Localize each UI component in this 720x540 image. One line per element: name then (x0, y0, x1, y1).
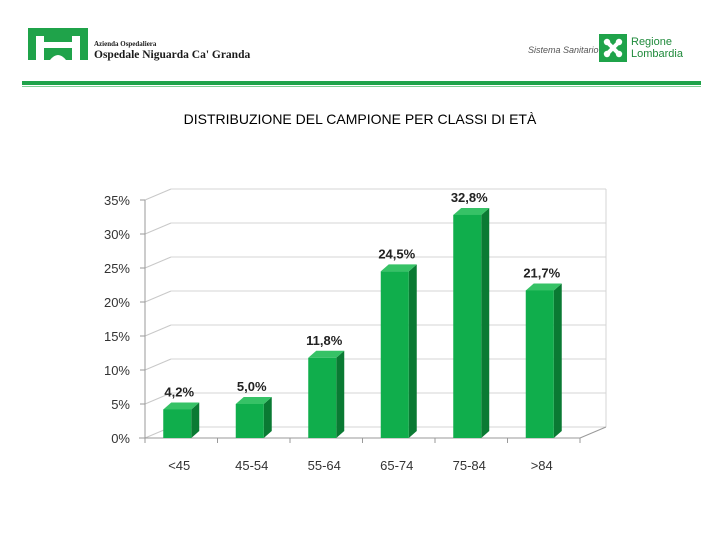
bar->84 (525, 283, 562, 438)
slide-title: DISTRIBUZIONE DEL CAMPIONE PER CLASSI DI… (183, 111, 537, 127)
bar-side (336, 350, 345, 438)
bar-side (263, 397, 272, 438)
data-label: 21,7% (523, 265, 560, 280)
bar-side (553, 283, 562, 438)
bar-side (481, 207, 490, 438)
x-tick-label: 75-84 (453, 458, 486, 473)
bar-side (191, 402, 200, 438)
hospital-logo-icon (28, 28, 88, 60)
gridline-diagonal (144, 358, 172, 371)
slide-header: Azienda Ospedaliera Ospedale Niguarda Ca… (0, 0, 720, 90)
bar-55-64 (308, 350, 345, 438)
header-divider-thin (22, 86, 701, 87)
bar-top (380, 264, 417, 272)
regione-lombardia-logo-icon (599, 34, 627, 62)
bar-top (308, 350, 345, 358)
bar (525, 290, 554, 438)
gridline-diagonal (144, 256, 172, 269)
age-distribution-chart: 0% 5% 10% 15% 20% 25% 30% 35% 4,2% <45 5,0% 45-54 11… (104, 188, 607, 473)
bar-65-74 (380, 264, 417, 438)
bar (308, 357, 337, 438)
x-tick-label: 65-74 (380, 458, 413, 473)
y-tick-label: 5% (111, 397, 130, 412)
hospital-name-block: Azienda Ospedaliera Ospedale Niguarda Ca… (94, 40, 250, 62)
chart-bars (163, 207, 562, 438)
chart-axes (139, 199, 607, 443)
bar-top (525, 283, 562, 291)
data-label: 5,0% (237, 379, 267, 394)
gridline-diagonal (144, 222, 172, 235)
hospital-subtitle: Azienda Ospedaliera (94, 40, 157, 48)
y-tick-label: 0% (111, 431, 130, 446)
chart-labels: 0% 5% 10% 15% 20% 25% 30% 35% 4,2% <45 5,0% 45-54 11… (104, 190, 561, 473)
floor-edge (579, 426, 607, 439)
data-label: 11,8% (306, 333, 343, 348)
bar-45-54 (235, 397, 272, 438)
gridline-diagonal (144, 392, 172, 405)
gridline-diagonal (144, 290, 172, 303)
bar-side (408, 264, 417, 438)
region-line-2: Lombardia (631, 48, 683, 60)
x-tick-label: <45 (168, 458, 190, 473)
y-tick-label: 25% (104, 261, 130, 276)
y-tick-label: 30% (104, 227, 130, 242)
y-tick-label: 15% (104, 329, 130, 344)
sistema-sanitario-label: Sistema Sanitario (528, 45, 599, 55)
hospital-name: Ospedale Niguarda Ca' Granda (94, 49, 251, 61)
bar (380, 271, 409, 438)
bar-top (235, 397, 272, 404)
bar (453, 214, 482, 438)
bar (163, 409, 192, 438)
bar-<45 (163, 402, 200, 438)
x-tick-label: 55-64 (308, 458, 341, 473)
gridline-diagonal (144, 324, 172, 337)
bar-75-84 (453, 207, 490, 438)
region-line-1: Regione (631, 36, 672, 48)
data-label: 32,8% (451, 190, 488, 205)
data-label: 24,5% (378, 246, 415, 261)
gridline-diagonal (144, 188, 172, 201)
bar-top (453, 207, 490, 215)
header-divider (22, 81, 701, 85)
data-label: 4,2% (164, 384, 194, 399)
x-tick-label: >84 (531, 458, 553, 473)
x-tick-label: 45-54 (235, 458, 268, 473)
y-tick-label: 20% (104, 295, 130, 310)
bar-top (163, 402, 200, 410)
regione-lombardia-text: Regione Lombardia (631, 36, 683, 60)
y-tick-label: 35% (104, 193, 130, 208)
y-tick-label: 10% (104, 363, 130, 378)
bar (235, 404, 264, 438)
